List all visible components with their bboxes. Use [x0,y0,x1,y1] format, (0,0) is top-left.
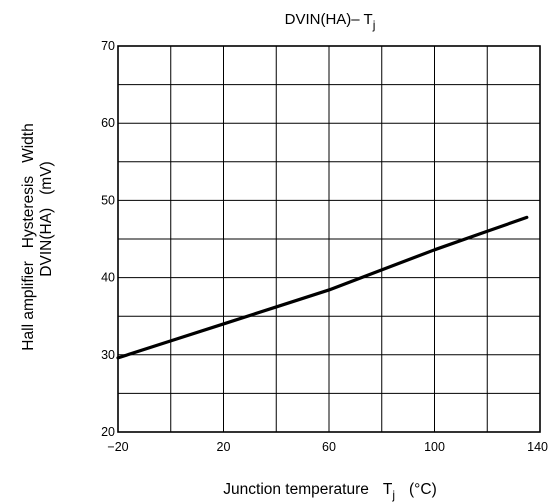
y-tick-label: 20 [101,425,115,439]
plot-frame [117,45,541,433]
chart-title: DVIN(HA)– Tj [285,11,376,32]
x-tick-labels: −20 20 60 100 140 [107,440,548,454]
series-line [116,215,529,360]
grid [118,46,540,432]
y-tick-label: 50 [101,193,115,207]
y-tick-label: 40 [101,271,115,285]
x-tick-label: 100 [424,440,445,454]
x-axis-unit: (°C) [409,481,437,498]
y-tick-labels: 20 30 40 50 60 70 [101,39,115,439]
y-tick-label: 30 [101,348,115,362]
x-tick-label: −20 [107,440,128,454]
y-axis-label-line2: DVIN(HA) (mV) [38,161,55,276]
x-tick-label: 60 [322,440,336,454]
x-tick-label: 140 [527,440,548,454]
x-tick-label: 20 [217,440,231,454]
x-axis-symbol: T [383,481,393,498]
y-axis-label-line1: Hall amplifier Hysteresis Width [20,123,37,350]
y-tick-label: 60 [101,116,115,130]
x-axis-label: Junction temperature Tj (°C) [223,481,436,502]
chart-title-subscript: j [372,18,376,32]
x-axis-symbol-subscript: j [391,488,395,502]
y-tick-label: 70 [101,39,115,53]
